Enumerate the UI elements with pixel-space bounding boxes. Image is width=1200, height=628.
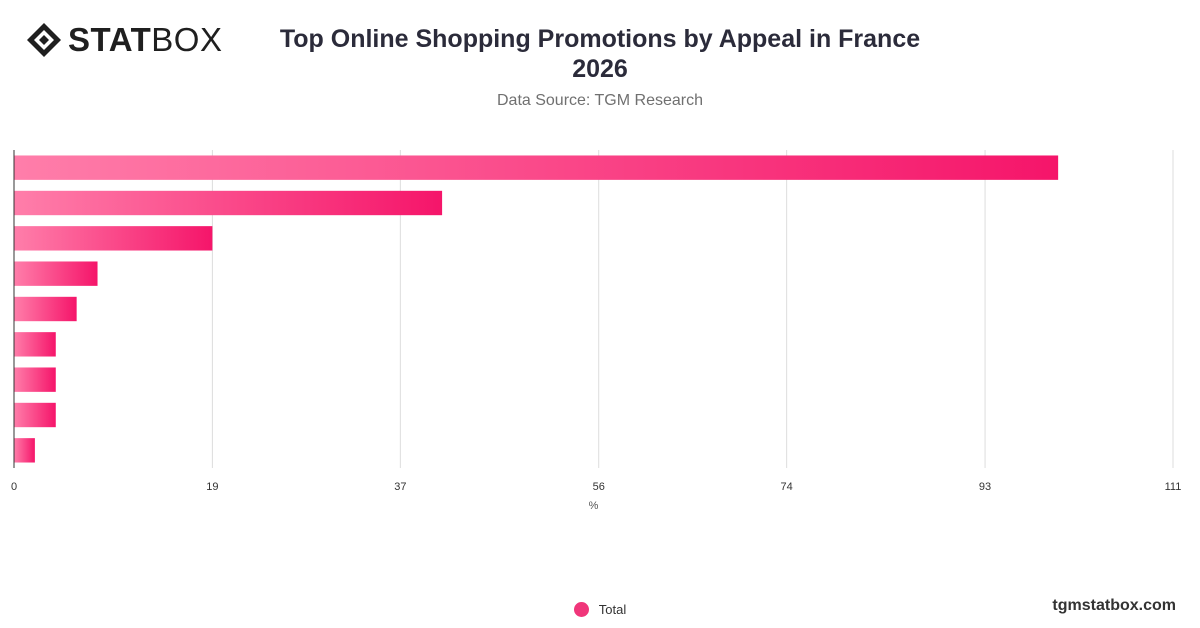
x-tick-label: 0 — [11, 481, 17, 493]
logo-wordmark: STATBOX — [68, 22, 222, 58]
bar[interactable] — [14, 296, 77, 322]
chart-subtitle: Data Source: TGM Research — [496, 92, 703, 109]
x-tick-label: 74 — [781, 481, 793, 493]
legend-label: Total — [598, 602, 627, 617]
bar[interactable] — [14, 438, 35, 463]
chart-title-line-2: 2026 — [572, 55, 628, 83]
chart-title-line-1: Top Online Shopping Promotions by Appeal… — [279, 25, 921, 53]
statbox-diamond-icon — [27, 23, 61, 57]
grid-lines — [211, 150, 1174, 468]
bar[interactable] — [14, 155, 1059, 180]
x-tick-label: 56 — [593, 481, 605, 493]
bar[interactable] — [14, 402, 56, 428]
x-axis-ticks: 0 19 37 56 74 93 111 — [11, 481, 1181, 493]
bar[interactable] — [14, 190, 443, 216]
bars — [14, 155, 1059, 463]
legend: Total — [0, 602, 1200, 617]
bar[interactable] — [14, 367, 56, 392]
x-tick-label: 37 — [394, 481, 406, 493]
legend-item-total[interactable]: Total — [573, 602, 627, 617]
x-tick-label: 93 — [979, 481, 991, 493]
x-axis-title: % — [589, 500, 599, 512]
x-tick-label: 19 — [206, 481, 218, 493]
watermark: tgmstatbox.com — [1052, 597, 1176, 614]
bar[interactable] — [14, 261, 98, 286]
x-tick-label: 111 — [1165, 481, 1182, 493]
bar[interactable] — [14, 226, 213, 251]
logo-wordmark-light: BOX — [151, 21, 223, 58]
chart-title: Top Online Shopping Promotions by Appeal… — [250, 24, 950, 84]
legend-dot-icon — [573, 602, 589, 617]
bar-chart: 0 19 37 56 74 93 111 % — [11, 150, 1181, 512]
logo-wordmark-bold: STAT — [68, 21, 152, 58]
statbox-logo: STATBOX — [26, 22, 222, 58]
bar[interactable] — [14, 332, 56, 357]
